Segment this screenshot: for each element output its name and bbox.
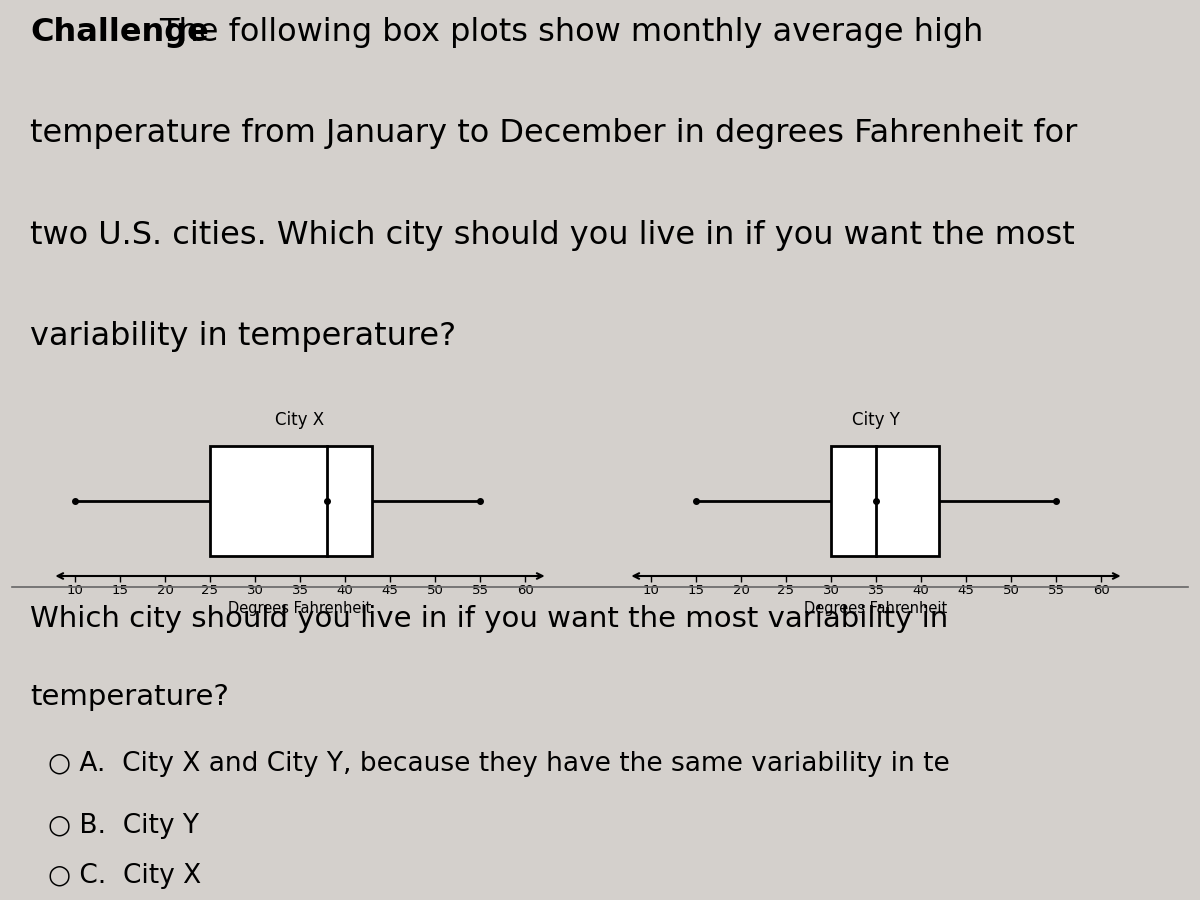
Text: temperature?: temperature? [30,682,229,711]
Title: City X: City X [276,411,324,429]
Text: Challenge: Challenge [30,17,209,48]
Text: Which city should you live in if you want the most variability in: Which city should you live in if you wan… [30,605,948,633]
Text: two U.S. cities. Which city should you live in if you want the most: two U.S. cities. Which city should you l… [30,220,1075,251]
X-axis label: Degrees Fahrenheit: Degrees Fahrenheit [228,601,372,617]
Bar [830,446,940,556]
Title: City Y: City Y [852,411,900,429]
Text: ○ A.  City X and City Y, because they have the same variability in te: ○ A. City X and City Y, because they hav… [48,751,949,777]
Text: variability in temperature?: variability in temperature? [30,321,456,353]
Text: ○ B.  City Y: ○ B. City Y [48,813,199,839]
Bar [210,446,372,556]
Text: The following box plots show monthly average high: The following box plots show monthly ave… [160,17,984,48]
X-axis label: Degrees Fahrenheit: Degrees Fahrenheit [804,601,948,617]
Text: ○ C.  City X: ○ C. City X [48,863,202,888]
Text: temperature from January to December in degrees Fahrenheit for: temperature from January to December in … [30,119,1078,149]
